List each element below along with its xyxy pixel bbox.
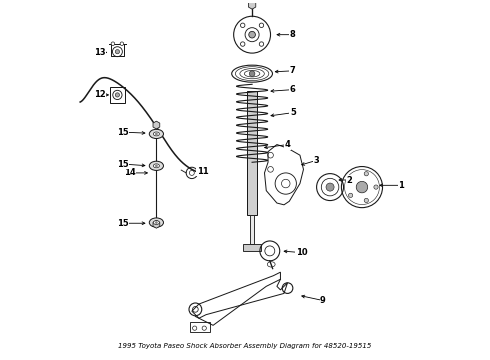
FancyBboxPatch shape — [243, 244, 261, 251]
Circle shape — [249, 31, 255, 38]
FancyBboxPatch shape — [247, 91, 257, 215]
Circle shape — [364, 198, 368, 203]
Circle shape — [249, 71, 255, 77]
Circle shape — [374, 185, 378, 189]
FancyBboxPatch shape — [250, 215, 254, 244]
Ellipse shape — [149, 218, 164, 227]
Ellipse shape — [153, 164, 159, 168]
Text: 14: 14 — [124, 168, 136, 177]
Text: 8: 8 — [290, 30, 296, 39]
Circle shape — [155, 165, 158, 167]
Text: 5: 5 — [290, 108, 296, 117]
Ellipse shape — [153, 132, 159, 136]
Circle shape — [241, 42, 245, 46]
Circle shape — [155, 221, 158, 224]
Text: 7: 7 — [290, 66, 296, 75]
Circle shape — [155, 132, 158, 135]
Circle shape — [115, 93, 120, 97]
Text: 11: 11 — [196, 167, 208, 176]
Circle shape — [326, 183, 334, 191]
Text: 12: 12 — [94, 90, 105, 99]
Ellipse shape — [149, 129, 164, 139]
Text: 9: 9 — [320, 296, 326, 305]
Ellipse shape — [149, 161, 164, 170]
Text: 4: 4 — [285, 140, 291, 149]
Circle shape — [348, 177, 353, 181]
Text: 3: 3 — [313, 156, 319, 165]
Circle shape — [356, 181, 368, 193]
Text: 2: 2 — [346, 176, 352, 185]
Circle shape — [115, 50, 120, 54]
Circle shape — [364, 172, 368, 176]
Text: 1: 1 — [398, 181, 404, 190]
Text: 15: 15 — [117, 219, 128, 228]
Text: 1995 Toyota Paseo Shock Absorber Assembly Diagram for 48520-19515: 1995 Toyota Paseo Shock Absorber Assembl… — [118, 343, 372, 349]
Circle shape — [120, 42, 123, 45]
Circle shape — [111, 42, 115, 45]
Text: 6: 6 — [290, 85, 296, 94]
Circle shape — [241, 23, 245, 27]
Text: 15: 15 — [117, 128, 128, 137]
Text: 10: 10 — [296, 248, 308, 257]
Ellipse shape — [153, 221, 159, 225]
Circle shape — [259, 23, 264, 27]
Circle shape — [348, 193, 353, 198]
Circle shape — [259, 42, 264, 46]
Text: 13: 13 — [94, 48, 105, 57]
Text: 15: 15 — [117, 159, 128, 168]
